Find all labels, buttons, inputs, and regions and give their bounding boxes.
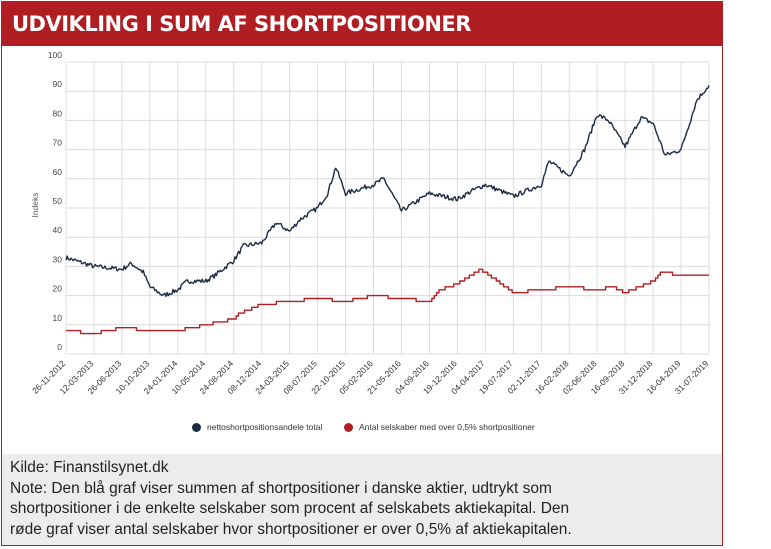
note-line-2: shortpositioner i de enkelte selskaber s… [10, 500, 570, 517]
legend-label-blue: nettoshortpositionsandele total [207, 422, 323, 432]
legend-marker-red [344, 422, 353, 432]
legend-item-red: Antal selskaber med over 0,5% shortposit… [344, 422, 535, 432]
note-line-3: røde graf viser antal selskaber hvor sho… [10, 520, 572, 538]
chart-title: UDVIKLING I SUM AF SHORTPOSITIONER [2, 2, 722, 46]
y-tick-label: 60 [53, 167, 63, 177]
y-tick-label: 0 [57, 342, 62, 352]
y-tick-label: 90 [53, 79, 63, 89]
series-line-netto-shortpositions [65, 85, 710, 298]
y-tick-label: 30 [53, 254, 63, 264]
series-line-antal-selskaber [66, 268, 709, 335]
y-tick-label: 80 [53, 108, 63, 118]
y-tick-label: 70 [53, 138, 63, 148]
y-axis-ticks: 0 10 20 30 40 50 60 70 80 90 100 [48, 50, 62, 352]
line-chart: 0 10 20 30 40 50 60 70 80 90 100 26-11-201212-03-2… [30, 50, 711, 396]
legend-label-red: Antal selskaber med over 0,5% shortposit… [359, 422, 535, 432]
y-tick-label: 40 [53, 225, 63, 235]
y-tick-label: 100 [48, 50, 62, 60]
y-axis-label: Indeks [30, 192, 40, 217]
legend-marker-blue [192, 422, 201, 432]
legend-item-blue: nettoshortpositionsandele total [192, 422, 322, 432]
source-text: Kilde: Finanstilsynet.dk [10, 459, 169, 476]
notes-box: Kilde: Finanstilsynet.dk Note: Den blå g… [2, 454, 722, 545]
chart-legend: nettoshortpositionsandele total Antal se… [2, 419, 722, 437]
y-tick-label: 20 [53, 284, 63, 294]
grid [65, 61, 710, 355]
y-tick-label: 50 [53, 196, 63, 206]
series-lines [65, 85, 710, 335]
x-axis-ticks: 26-11-201212-03-201326-06-201310-10-2013… [30, 358, 711, 396]
y-tick-label: 10 [53, 313, 63, 323]
chart-frame: UDVIKLING I SUM AF SHORTPOSITIONER 0 10 20… [1, 1, 723, 546]
note-line-1: Note: Den blå graf viser summen af short… [10, 479, 552, 497]
